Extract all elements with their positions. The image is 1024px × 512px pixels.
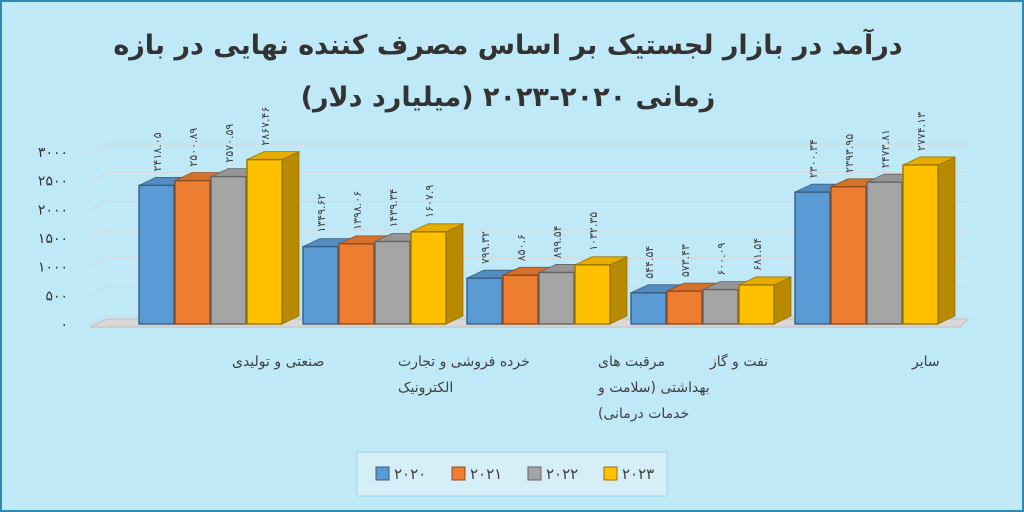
- bar-front: [794, 191, 831, 325]
- category-label: سایر: [911, 354, 940, 370]
- data-label: ۲۴۱۸.۰۵: [151, 132, 164, 171]
- legend-swatch: [527, 466, 542, 481]
- bar-front: [502, 274, 539, 325]
- category-label: نفت و گاز: [709, 353, 768, 370]
- data-label: ۸۵۰.۶: [515, 234, 528, 261]
- y-tick-label: ۱۵۰۰: [38, 231, 68, 247]
- chart-title: درآمد در بازار لجستیک بر اساس مصرف کننده…: [113, 28, 902, 113]
- gridline: [89, 315, 108, 325]
- legend: ۲۰۲۰ ۲۰۲۱ ۲۰۲۲ ۲۰۲۳: [356, 451, 668, 497]
- bar-front: [138, 184, 175, 325]
- data-label: ۲۵۰۰.۸۹: [187, 128, 200, 167]
- bar-side: [609, 256, 628, 325]
- data-label: ۱۶۰۷.۹: [423, 185, 436, 218]
- bar-front: [302, 245, 339, 325]
- y-tick-label: ۳۰۰۰: [38, 145, 68, 161]
- bar-front: [574, 264, 611, 325]
- data-label: ۱۴۳۹.۳۴: [387, 188, 400, 227]
- bar-front: [374, 240, 411, 325]
- data-label: ۵۷۳.۴۳: [679, 244, 692, 277]
- y-tick-label: ۵۰۰: [45, 288, 68, 304]
- legend-swatch: [451, 466, 466, 481]
- data-label: ۶۸۱.۵۴: [751, 238, 764, 271]
- legend-item: ۲۰۲۱: [451, 465, 502, 483]
- data-label: ۲۷۷۴.۱۳: [915, 112, 928, 151]
- legend-label: ۲۰۲۰: [394, 465, 426, 483]
- y-axis: ۰ ۵۰۰ ۱۰۰۰ ۱۵۰۰ ۲۰۰۰ ۲۵۰۰ ۳۰۰۰: [38, 145, 68, 333]
- bar-front: [630, 292, 667, 325]
- bar: [902, 156, 956, 325]
- legend-item: ۲۰۲۳: [603, 465, 654, 483]
- legend-label: ۲۰۲۳: [622, 465, 654, 483]
- legend-item: ۲۰۲۲: [527, 465, 578, 483]
- data-label: ۸۹۹.۵۴: [551, 225, 564, 258]
- legend-label: ۲۰۲۲: [546, 465, 578, 483]
- data-label: ۱۳۹۸.۰۶: [351, 191, 364, 230]
- bar-front: [738, 284, 775, 325]
- gridline: [89, 200, 108, 210]
- data-label: ۲۸۶۷.۴۶: [259, 107, 272, 146]
- data-label: ۲۳۰۰.۳۴: [807, 139, 820, 178]
- bar: [702, 280, 756, 325]
- gridline: [89, 172, 108, 182]
- data-label: ۲۵۷۰.۵۹: [223, 124, 236, 163]
- bar-front: [338, 243, 375, 325]
- category-label: صنعتی و تولیدی: [232, 354, 324, 370]
- bar-front: [830, 186, 867, 325]
- data-label: ۶۰۰.۰۹: [715, 242, 728, 275]
- bar: [410, 223, 464, 325]
- category-labels: صنعتی و تولیدی خرده فروشی و تجارت الکترونی…: [232, 353, 940, 422]
- category-label: خدمات درمانی): [598, 406, 689, 422]
- chart-title-line: زمانی ۲۰۲۰-۲۰۲۳ (میلیارد دلار): [301, 82, 716, 113]
- category-label: مرقبت های: [598, 354, 665, 370]
- gridline: [89, 258, 108, 268]
- bar-side: [445, 223, 464, 325]
- bar-front: [666, 290, 703, 325]
- category-label: خرده فروشی و تجارت: [398, 354, 530, 370]
- bar-front: [174, 179, 211, 325]
- gridline: [89, 143, 108, 153]
- y-tick-label: ۱۰۰۰: [38, 260, 68, 276]
- bar: [246, 150, 300, 325]
- bar-front: [538, 271, 575, 325]
- bar: [738, 276, 792, 325]
- bar-front: [902, 164, 939, 325]
- legend-label: ۲۰۲۱: [470, 465, 502, 483]
- bar-front: [246, 158, 283, 325]
- bar: [574, 256, 628, 325]
- data-label: ۲۴۷۳.۸۱: [879, 129, 892, 168]
- data-label: ۱۳۴۹.۶۲: [315, 194, 328, 233]
- bars: [138, 150, 956, 325]
- bar-front: [866, 181, 903, 325]
- data-label: ۷۹۹.۳۲: [479, 231, 492, 264]
- y-tick-label: ۲۰۰۰: [38, 202, 68, 218]
- bar-side: [937, 156, 956, 325]
- legend-swatch: [603, 466, 618, 481]
- bar-side: [281, 150, 300, 325]
- bar-front: [466, 277, 503, 325]
- bar-front: [410, 231, 447, 325]
- data-labels: ۲۴۱۸.۰۵ ۲۵۰۰.۸۹ ۲۵۷۰.۵۹ ۲۸۶۷.۴۶ ۱۳۴۹.۶۲ ۱۳۹۸.…: [151, 107, 928, 279]
- gridline: [89, 229, 108, 239]
- gridline: [89, 286, 108, 296]
- legend-item: ۲۰۲۰: [375, 465, 426, 483]
- legend-swatch: [375, 466, 390, 481]
- bar-front: [210, 175, 247, 325]
- category-label: بهداشتی (سلامت و: [597, 380, 710, 396]
- chart-title-line: درآمد در بازار لجستیک بر اساس مصرف کننده…: [113, 28, 902, 61]
- bar-front: [702, 288, 739, 325]
- data-label: ۱۰۳۲.۳۵: [587, 212, 600, 251]
- y-tick-label: ۰: [60, 317, 68, 333]
- data-label: ۵۴۴.۵۴: [643, 246, 656, 279]
- y-tick-label: ۲۵۰۰: [38, 174, 68, 190]
- data-label: ۲۳۹۳.۹۵: [843, 134, 856, 173]
- category-label: الکترونیک: [398, 380, 453, 396]
